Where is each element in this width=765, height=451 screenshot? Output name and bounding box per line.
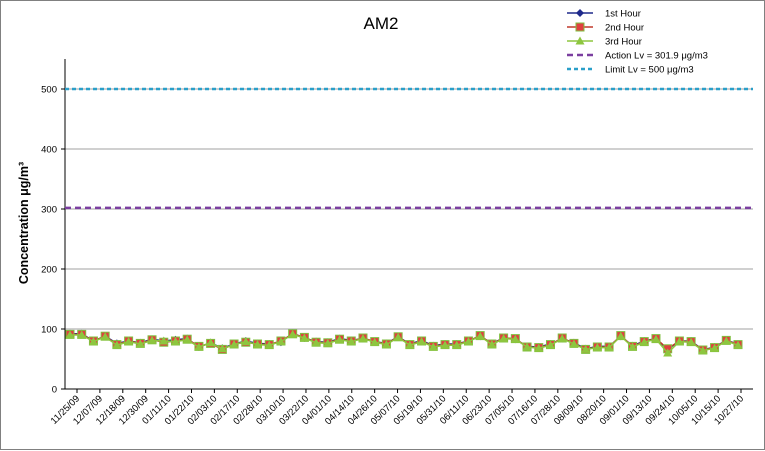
data-point [604, 343, 614, 352]
data-point [575, 36, 585, 45]
legend-label: Limit Lv = 500 μg/m3 [605, 65, 694, 76]
data-point [217, 344, 227, 353]
series-line [70, 333, 739, 355]
data-point [510, 334, 520, 343]
data-point [206, 338, 216, 347]
data-point [639, 337, 649, 346]
data-point [135, 339, 145, 348]
data-point [592, 343, 602, 352]
data-point [686, 337, 696, 346]
data-point [569, 339, 579, 348]
data-point [616, 331, 626, 340]
data-point [575, 22, 585, 32]
data-point [335, 335, 345, 344]
data-point [264, 340, 274, 349]
data-point [229, 340, 239, 349]
chart-title: AM2 [364, 14, 399, 33]
legend-label: 3rd Hour [605, 37, 642, 48]
series-triangle [65, 329, 743, 357]
data-point [733, 340, 743, 349]
data-point [124, 337, 134, 346]
data-point [241, 337, 251, 346]
y-tick-label: 100 [41, 325, 57, 336]
data-point [88, 337, 98, 346]
data-point [323, 338, 333, 347]
data-point [311, 338, 321, 347]
data-point [663, 348, 673, 357]
data-point [381, 340, 391, 349]
data-point [710, 343, 720, 352]
y-tick-label: 0 [52, 385, 57, 396]
data-point [77, 330, 87, 339]
data-point [100, 332, 110, 341]
data-point [182, 335, 192, 344]
data-point [147, 335, 157, 344]
data-point [159, 336, 169, 345]
data-point [452, 340, 462, 349]
y-tick-label: 400 [41, 145, 57, 156]
axis-layer: 010020030040050011/25/0912/07/0912/18/09… [41, 59, 753, 427]
y-tick-label: 200 [41, 265, 57, 276]
data-point [557, 334, 567, 343]
data-point [721, 336, 731, 345]
legend-label: Action Lv = 301.9 μg/m3 [605, 51, 708, 62]
data-point [194, 342, 204, 351]
y-tick-label: 300 [41, 205, 57, 216]
data-point [299, 333, 309, 342]
data-point [698, 346, 708, 355]
legend-label: 2nd Hour [605, 23, 644, 34]
data-point [428, 342, 438, 351]
data-point [358, 334, 368, 343]
data-point [393, 332, 403, 341]
series-layer [65, 87, 753, 357]
data-point [65, 330, 75, 339]
data-point [545, 340, 555, 349]
data-point [674, 337, 684, 346]
data-point [581, 344, 591, 353]
data-point [487, 340, 497, 349]
data-point [370, 337, 380, 346]
data-point [522, 342, 532, 351]
data-point [253, 340, 263, 349]
data-point [576, 9, 584, 17]
data-point [276, 337, 286, 346]
data-point [475, 331, 485, 340]
data-point [170, 337, 180, 346]
y-axis-label: Concentration μg/m³ [17, 162, 31, 284]
data-point [405, 340, 415, 349]
data-point [112, 340, 122, 349]
data-point [534, 343, 544, 352]
data-point [499, 334, 509, 343]
data-point [440, 340, 450, 349]
data-point [288, 329, 298, 338]
data-point [417, 337, 427, 346]
data-point [651, 334, 661, 343]
y-tick-label: 500 [41, 85, 57, 96]
data-point [463, 337, 473, 346]
legend-label: 1st Hour [605, 9, 641, 20]
data-point [628, 342, 638, 351]
legend: 1st Hour 2nd Hour 3rd Hour Action Lv = 301.… [567, 9, 708, 76]
data-point [346, 337, 356, 346]
